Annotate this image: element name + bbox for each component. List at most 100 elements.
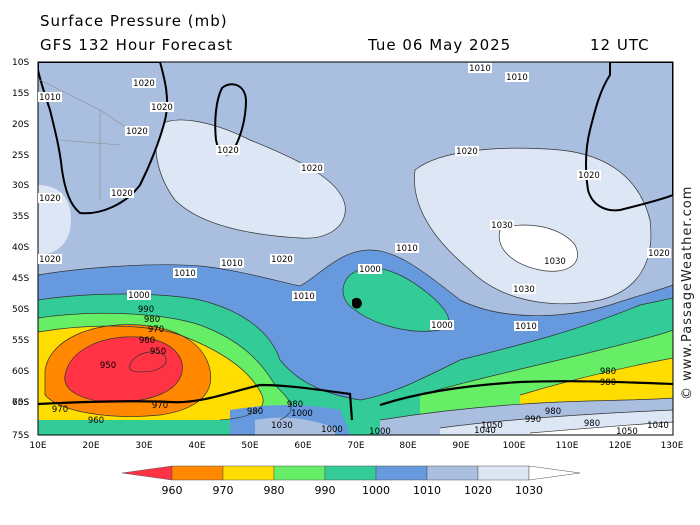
lon-label: 70E (347, 441, 364, 451)
isobar-label: 1010 (469, 64, 491, 74)
land-australia (584, 62, 673, 212)
lat-label: 65S (12, 398, 29, 408)
legend-label: 1030 (515, 484, 543, 497)
map-frame (37, 61, 674, 436)
low-core-950 (64, 336, 183, 402)
isobar-label: 1040 (647, 421, 669, 431)
isobar-label: 1010 (221, 259, 243, 269)
isobar-label: 1050 (616, 427, 638, 437)
isobar-label: 950 (100, 361, 116, 371)
isobar-label: 1000 (431, 321, 453, 331)
lon-label: 80E (399, 441, 416, 451)
lon-label: 10E (29, 441, 46, 451)
forecast-date: Tue 06 May 2025 (368, 36, 512, 54)
isobar-label: 960 (139, 336, 155, 346)
legend-swatch-gt1030 (528, 465, 581, 481)
isobar-label: 1030 (544, 257, 566, 267)
lon-label: 90E (452, 441, 469, 451)
isobar-label: 1020 (271, 255, 293, 265)
isobar-label: 980 (600, 367, 616, 377)
forecast-time: 12 UTC (590, 36, 650, 54)
lat-label: 55S (12, 336, 29, 346)
watermark: © www.PassageWeather.com (680, 185, 695, 400)
lon-label: 130E (661, 441, 684, 451)
longitude-axis: 10E 20E 30E 40E 50E 60E 70E 80E 90E 100E… (29, 441, 683, 451)
lat-label: 40S (12, 243, 29, 253)
legend-colorbar: 960 970 980 990 1000 1010 1020 1030 (121, 465, 581, 497)
land-kerguelen (352, 297, 362, 309)
isobar-label: 980 (144, 315, 160, 325)
legend-swatch-1000-1010 (375, 465, 428, 481)
isobar-label: 990 (525, 415, 541, 425)
isobar-label: 1030 (491, 221, 513, 231)
isobar-label: 1020 (151, 103, 173, 113)
isobar-label: 970 (152, 401, 168, 411)
isobar-label: 1020 (578, 171, 600, 181)
legend-swatch-lt960 (121, 465, 173, 481)
low-1000 (343, 267, 449, 332)
legend-label: 960 (162, 484, 183, 497)
legend-label: 980 (264, 484, 285, 497)
isobar-label: 1020 (39, 194, 61, 204)
isobar-label: 1020 (133, 79, 155, 89)
isobar-label: 1050 (481, 421, 503, 431)
lon-label: 20E (82, 441, 99, 451)
isobar-label: 1020 (456, 147, 478, 157)
isobar-label: 980 (287, 400, 303, 410)
lat-label: 25S (12, 151, 29, 161)
isobar-label: 1030 (271, 421, 293, 431)
lon-label: 60E (294, 441, 311, 451)
isobar-label: 1010 (293, 292, 315, 302)
lat-label: 30S (12, 181, 29, 191)
forecast-subtitle: GFS 132 Hour Forecast (40, 36, 234, 54)
land-africa (38, 62, 169, 215)
map-title: Surface Pressure (mb) (40, 12, 228, 30)
isobar-label: 1020 (111, 189, 133, 199)
legend-label: 990 (315, 484, 336, 497)
legend-swatch-960-970 (171, 465, 224, 481)
lon-label: 40E (188, 441, 205, 451)
legend-swatch-970-980 (222, 465, 275, 481)
legend-swatch-980-990 (273, 465, 326, 481)
isobar-label: 1010 (396, 244, 418, 254)
isobar-label: 1000 (369, 427, 391, 437)
isobar-label: 990 (138, 305, 154, 315)
isobar-label: 950 (150, 347, 166, 357)
legend-label: 970 (213, 484, 234, 497)
lon-label: 30E (135, 441, 152, 451)
lat-label: 70S (12, 398, 29, 408)
high-1020-africa (155, 120, 346, 239)
band-antarctic-1020 (255, 417, 335, 435)
isobar-label: 1010 (174, 269, 196, 279)
isobar-label: 980 (600, 378, 616, 388)
isobar-label: 1020 (126, 127, 148, 137)
isobar-label: 1020 (217, 146, 239, 156)
lat-label: 45S (12, 274, 29, 284)
lat-label: 50S (12, 305, 29, 315)
isobar-label: 980 (545, 407, 561, 417)
isobar-label: 980 (247, 407, 263, 417)
isobar-label: 1000 (321, 425, 343, 435)
legend-swatch-1020-1030 (477, 465, 530, 481)
lat-label: 60S (12, 367, 29, 377)
isobar-label: 1000 (291, 409, 313, 419)
land-antarctica (38, 380, 673, 421)
isobar-label: 980 (584, 419, 600, 429)
lat-label: 35S (12, 212, 29, 222)
isobar-label: 1010 (506, 73, 528, 83)
lon-label: 50E (241, 441, 258, 451)
latitude-axis: 10S 15S 20S 25S 30S 35S 40S 45S 50S 55S … (12, 58, 29, 441)
legend-label: 1020 (464, 484, 492, 497)
isobar-label: 1000 (359, 265, 381, 275)
isobar-label: 970 (52, 405, 68, 415)
isobar-label: 1010 (39, 93, 61, 103)
lon-label: 100E (503, 441, 526, 451)
isobar-label: 970 (148, 325, 164, 335)
lat-label: 15S (12, 89, 29, 99)
lat-label: 20S (12, 120, 29, 130)
lon-label: 110E (556, 441, 579, 451)
lat-label: 10S (12, 58, 29, 68)
band-antarctic-east-1040 (530, 422, 673, 435)
isobar-label: 1030 (513, 285, 535, 295)
isobar-label: 1020 (648, 249, 670, 259)
